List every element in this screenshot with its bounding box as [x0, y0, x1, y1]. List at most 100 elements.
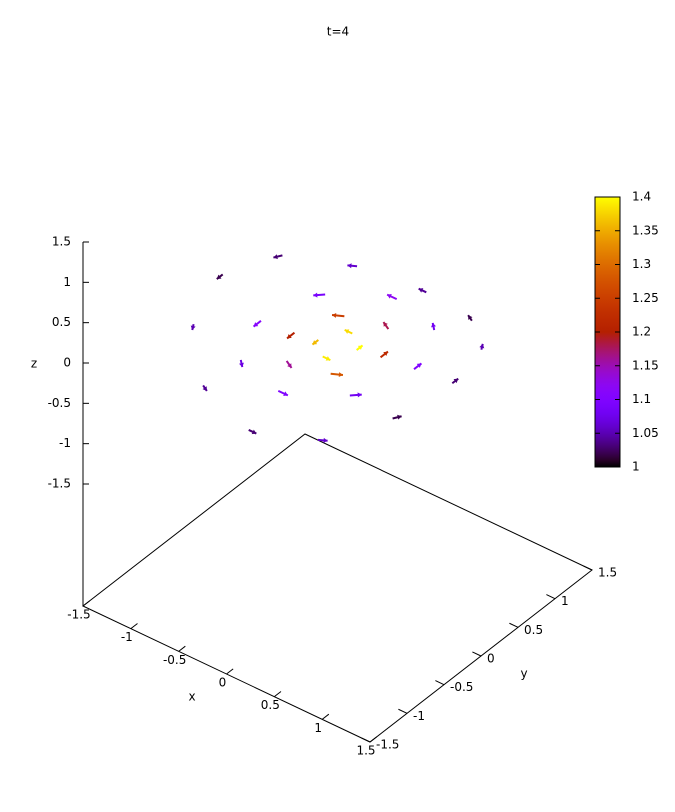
y-tick-label: 0 — [487, 652, 495, 666]
vector — [413, 362, 423, 370]
z-tick-label: 1 — [63, 275, 71, 289]
colorbar-tick-label: 1.1 — [632, 392, 651, 406]
vector-head — [357, 345, 363, 350]
vector — [386, 293, 398, 301]
vector-head — [397, 414, 402, 420]
vector-head — [344, 329, 350, 334]
vector-head — [325, 356, 331, 361]
vector — [285, 360, 293, 369]
vector-head — [190, 325, 196, 331]
vector — [202, 384, 208, 392]
vector-head — [216, 274, 222, 280]
y-tick — [472, 651, 482, 657]
vector-head — [383, 322, 388, 327]
y-tick — [361, 737, 371, 743]
x-tick — [274, 691, 282, 698]
chart-title: t=4 — [327, 25, 349, 39]
z-tick-label: -0.5 — [48, 396, 71, 410]
colorbar-tick-label: 1.2 — [632, 325, 651, 339]
x-tick — [130, 623, 138, 630]
x-tick — [82, 600, 90, 607]
vector-head — [332, 312, 337, 318]
x-tick-label: 0 — [219, 676, 227, 690]
y-tick — [546, 594, 556, 600]
x-tick — [178, 645, 186, 652]
x-axis-label: x — [188, 690, 195, 704]
vector — [322, 355, 331, 361]
vector — [286, 331, 296, 340]
y-tick-label: -1.5 — [376, 738, 399, 752]
z-tick-label: 0 — [63, 356, 71, 370]
x-tick-label: -1.5 — [67, 608, 90, 622]
vector-head — [453, 378, 459, 384]
vector-head — [387, 294, 392, 299]
x-tick-label: -1 — [121, 630, 133, 644]
y-tick-label: 1.5 — [598, 566, 617, 580]
vector — [317, 437, 328, 443]
x-tick-label: -0.5 — [163, 653, 186, 667]
vector-head — [253, 322, 259, 327]
vector — [382, 321, 390, 330]
y-tick-label: -0.5 — [450, 680, 473, 694]
vector-head — [287, 333, 292, 339]
vector-head — [416, 363, 422, 368]
z-axis-label: z — [31, 357, 37, 371]
colorbar-tick-label: 1.3 — [632, 257, 651, 271]
y-axis-label: y — [520, 667, 527, 681]
y-tick-label: -1 — [413, 709, 425, 723]
vector — [344, 329, 353, 335]
vector — [311, 339, 319, 346]
vector — [277, 389, 289, 397]
vector-head — [312, 340, 318, 345]
vector-head — [418, 288, 424, 293]
vector — [313, 292, 326, 298]
x-tick — [226, 668, 234, 675]
vector-head — [251, 429, 257, 435]
vector-head — [202, 386, 207, 391]
colorbar-tick-label: 1 — [632, 460, 640, 474]
z-tick-label: 0.5 — [52, 315, 71, 329]
x-tick — [321, 713, 330, 720]
vector — [356, 344, 364, 351]
colorbar-tick-label: 1.25 — [632, 291, 659, 305]
vector — [190, 323, 196, 331]
vector — [347, 263, 358, 269]
vector — [379, 350, 389, 359]
vector-head — [468, 315, 473, 320]
x-tick-label: 0.5 — [261, 698, 280, 712]
vector — [431, 322, 436, 331]
vector-head — [383, 351, 388, 357]
vector — [479, 343, 485, 350]
vector-head — [313, 292, 318, 298]
vector-head — [273, 254, 278, 260]
x-tick-label: 1.5 — [356, 744, 375, 758]
colorbar-tick-label: 1.05 — [632, 426, 659, 440]
vector — [451, 377, 459, 385]
vector-head — [239, 362, 244, 368]
base-frame — [82, 433, 593, 743]
vector-head — [338, 372, 343, 378]
y-tick — [509, 622, 519, 628]
vector-head — [283, 391, 288, 396]
vector — [216, 273, 224, 280]
vector-head — [479, 343, 485, 349]
vector-head — [357, 392, 362, 398]
y-tick — [398, 708, 408, 714]
vector-head — [323, 437, 328, 443]
y-tick — [583, 565, 593, 571]
y-tick-label: 0.5 — [524, 623, 543, 637]
vector — [331, 312, 345, 318]
z-tick-label: -1 — [59, 436, 71, 450]
vector — [349, 392, 362, 398]
vector — [467, 314, 473, 322]
vector-head — [287, 363, 292, 368]
vector-head — [431, 322, 436, 328]
vector-head — [347, 263, 352, 269]
vector — [273, 254, 283, 260]
vector — [252, 320, 262, 328]
y-tick-label: 1 — [561, 594, 569, 608]
vector — [392, 414, 402, 420]
colorbar-tick-label: 1.15 — [632, 358, 659, 372]
vector — [418, 287, 427, 294]
